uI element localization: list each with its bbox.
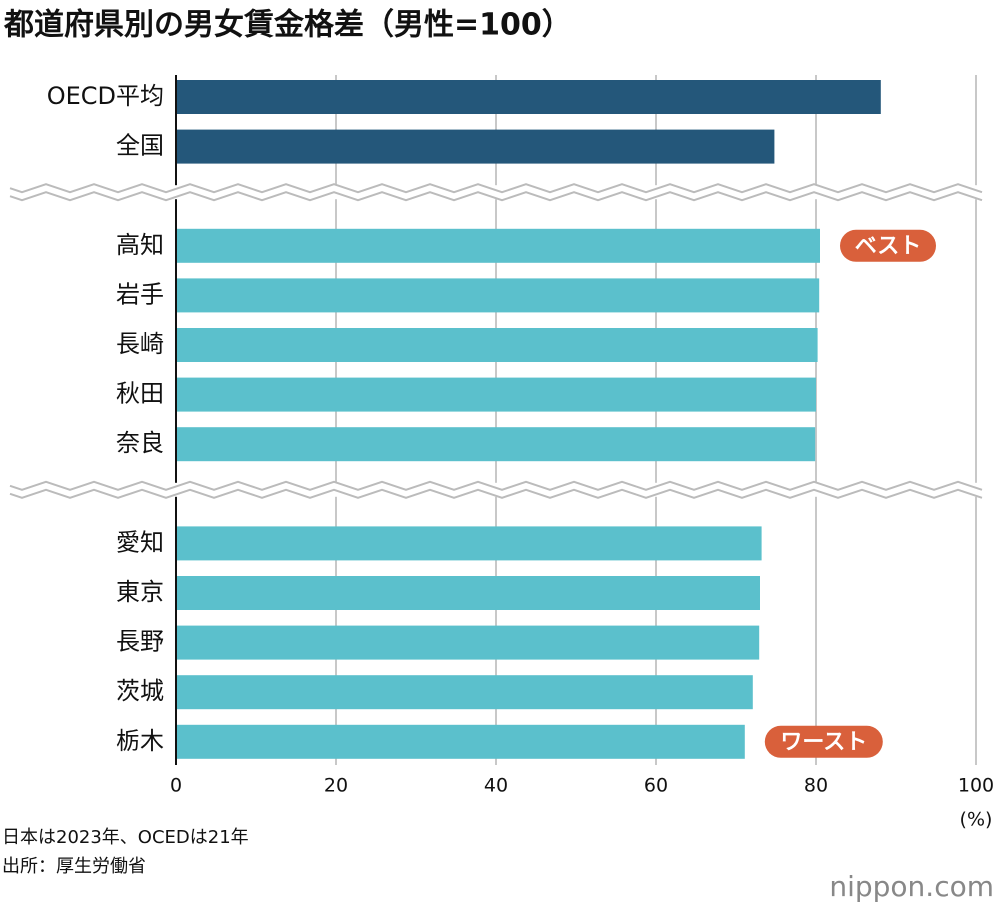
- bar: [176, 427, 816, 462]
- break-line: [9, 480, 983, 491]
- bar: [176, 129, 775, 164]
- bar: [176, 675, 753, 710]
- x-tick-label: 20: [324, 775, 348, 797]
- bar: [176, 228, 820, 263]
- note: 日本は2023年、OCEDは21年: [2, 827, 249, 848]
- x-tick-label: 80: [804, 775, 828, 797]
- x-unit: (%): [960, 809, 993, 831]
- category-label: 茨城: [116, 677, 164, 705]
- bar: [176, 328, 818, 362]
- logo: nippon.com: [829, 870, 994, 903]
- category-label: 栃木: [116, 727, 164, 755]
- break-line: [9, 191, 983, 202]
- break-line: [9, 183, 983, 194]
- category-label: 長崎: [116, 330, 164, 358]
- chart-title: 都道府県別の男女賃金格差（男性=100）: [3, 8, 572, 43]
- note: 出所：厚生労働省: [2, 856, 146, 877]
- bar: [176, 625, 760, 660]
- category-label: 全国: [116, 132, 164, 160]
- bar: [176, 576, 760, 610]
- badge: [764, 725, 883, 758]
- bar: [176, 80, 881, 114]
- bar: [176, 278, 820, 313]
- category-label: 東京: [116, 578, 164, 606]
- category-label: 岩手: [116, 280, 164, 308]
- category-label: 秋田: [116, 380, 164, 408]
- break-line: [9, 488, 983, 499]
- annotation: ベスト: [855, 234, 921, 259]
- category-label: OECD平均: [47, 82, 164, 110]
- badge: [840, 229, 936, 262]
- x-tick-label: 60: [644, 775, 668, 797]
- category-label: 高知: [116, 231, 164, 259]
- bar: [176, 526, 762, 561]
- bar: [176, 377, 816, 412]
- x-tick-label: 0: [170, 775, 182, 797]
- category-label: 長野: [116, 628, 164, 656]
- category-label: 奈良: [116, 429, 164, 457]
- bar: [176, 724, 745, 759]
- x-tick-label: 40: [484, 775, 508, 797]
- annotation: ワースト: [780, 730, 867, 755]
- x-tick-label: 100: [958, 775, 994, 797]
- category-label: 愛知: [116, 528, 164, 556]
